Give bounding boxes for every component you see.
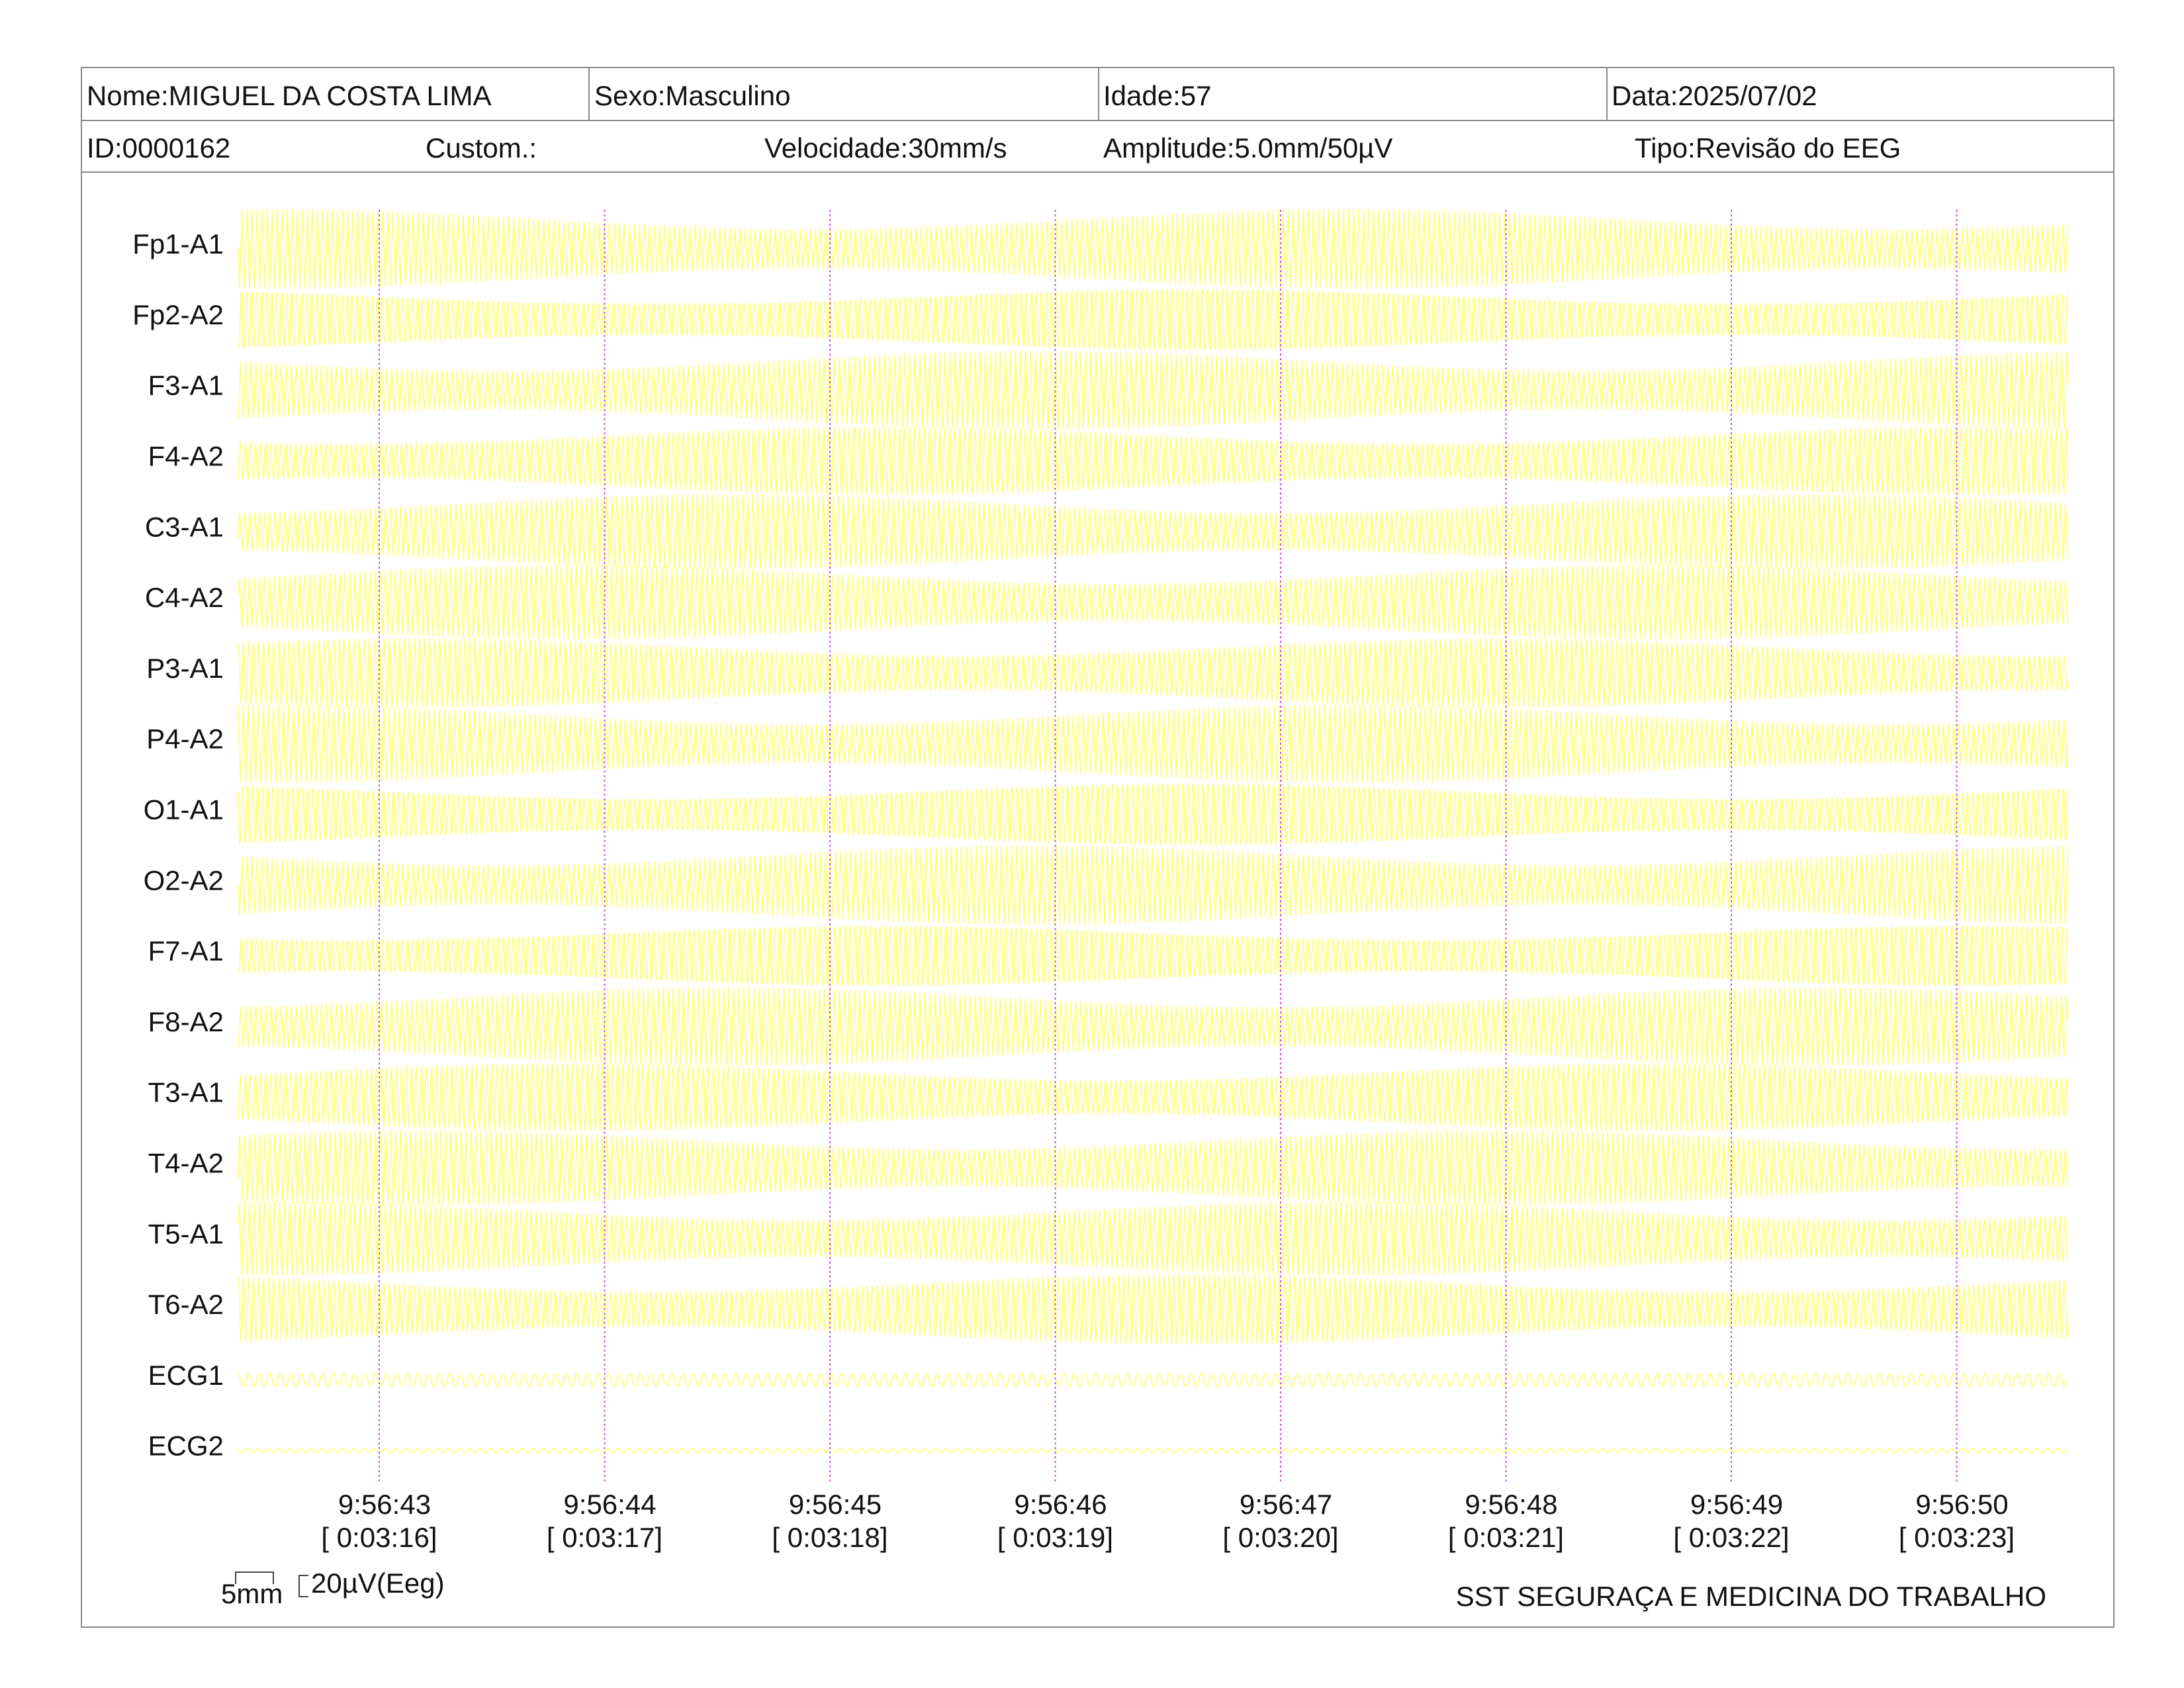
channel-label: C3-A1: [145, 511, 224, 542]
elapsed-time: [ 0:03:22]: [1673, 1522, 1789, 1553]
speed: Velocidade:30mm/s: [764, 132, 1007, 164]
channel-label: ECG2: [148, 1430, 224, 1462]
waveform: [238, 704, 2069, 783]
footer: SST SEGURAÇA E MEDICINA DO TRABALHO: [1456, 1581, 2046, 1612]
exam-type: Tipo:Revisão do EEG: [1635, 132, 1901, 164]
waveform: [238, 209, 2069, 289]
waveform: [238, 1130, 2069, 1206]
waveform: [238, 925, 2069, 986]
amplitude: Amplitude:5.0mm/50µV: [1103, 132, 1392, 164]
time-markers: 9:56:43[ 0:03:16] 9:56:44[ 0:03:17] 9:56:4…: [321, 210, 2015, 1553]
waveforms: [238, 209, 2069, 1454]
waveform: [238, 426, 2069, 496]
channel-label: P3-A1: [146, 653, 224, 684]
channel-label: Fp1-A1: [132, 228, 224, 259]
patient-name: Nome:MIGUEL DA COSTA LIMA: [87, 80, 491, 111]
clock-time: 9:56:46: [1014, 1489, 1107, 1520]
waveform: [238, 565, 2069, 640]
scale-amplitude-bracket: [298, 1575, 308, 1597]
channel-label: T5-A1: [148, 1218, 224, 1249]
elapsed-time: [ 0:03:23]: [1899, 1522, 2015, 1553]
clock-time: 9:56:44: [563, 1489, 656, 1520]
waveform: [238, 845, 2069, 925]
waveform: [238, 1063, 2069, 1131]
patient-age: Idade:57: [1103, 80, 1212, 111]
exam-date: Data:2025/07/02: [1612, 80, 1817, 111]
clock-time: 9:56:49: [1690, 1489, 1783, 1520]
channel-label: T3-A1: [148, 1077, 224, 1108]
channel-label: P4-A2: [146, 724, 224, 755]
frame: [81, 67, 2115, 1628]
clock-time: 9:56:43: [338, 1489, 431, 1520]
elapsed-time: [ 0:03:16]: [321, 1522, 437, 1553]
clock-time: 9:56:48: [1465, 1489, 1557, 1520]
scale-length: 5mm: [221, 1578, 283, 1609]
clock-time: 9:56:50: [1915, 1489, 2008, 1520]
waveform: [238, 289, 2069, 350]
scale-length-bracket: [235, 1571, 274, 1584]
clock-time: 9:56:45: [789, 1489, 882, 1520]
elapsed-time: [ 0:03:20]: [1222, 1522, 1338, 1553]
elapsed-time: [ 0:03:17]: [547, 1522, 662, 1553]
elapsed-time: [ 0:03:18]: [772, 1522, 887, 1553]
channel-label: Fp2-A2: [132, 299, 224, 330]
waveform: [238, 1372, 2069, 1388]
patient-id: ID:0000162: [87, 132, 230, 164]
waveform: [238, 783, 2069, 846]
patient-sex: Sexo:Masculino: [594, 80, 790, 111]
channel-label: T4-A2: [148, 1147, 224, 1178]
channel-label: F7-A1: [148, 935, 224, 966]
channel-label: O1-A1: [144, 794, 224, 825]
waveform: [238, 1201, 2069, 1276]
channel-label: ECG1: [148, 1360, 224, 1391]
waveform: [238, 987, 2069, 1066]
waveform: [238, 638, 2069, 708]
elapsed-time: [ 0:03:21]: [1448, 1522, 1564, 1553]
scale-amplitude: 20µV(Eeg): [311, 1568, 445, 1599]
waveform: [238, 1274, 2069, 1344]
waveform: [238, 494, 2069, 569]
channel-label: C4-A2: [145, 582, 224, 613]
channel-label: F8-A2: [148, 1006, 224, 1037]
channel-label: T6-A2: [148, 1289, 224, 1320]
clock-time: 9:56:47: [1240, 1489, 1332, 1520]
elapsed-time: [ 0:03:19]: [997, 1522, 1113, 1553]
channel-label: F4-A2: [148, 440, 224, 471]
waveform: [238, 351, 2069, 430]
channel-label: F3-A1: [148, 370, 224, 401]
waveform: [238, 1448, 2069, 1454]
custom: Custom.:: [426, 132, 537, 164]
channel-label: O2-A2: [144, 865, 224, 896]
